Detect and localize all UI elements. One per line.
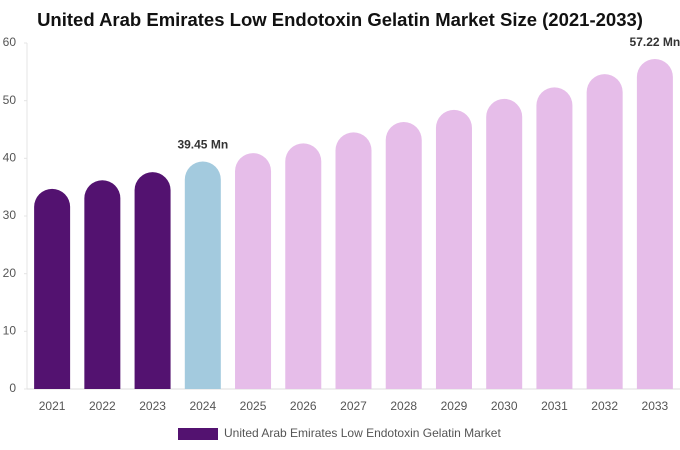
x-tick-label: 2021 — [39, 399, 66, 413]
bar — [34, 188, 71, 389]
x-tick-label: 2032 — [591, 399, 618, 413]
bar — [184, 161, 221, 389]
bar — [335, 132, 372, 389]
y-tick-label: 0 — [9, 381, 16, 395]
bar — [84, 180, 121, 389]
bar — [536, 87, 573, 390]
y-tick-label: 50 — [3, 93, 17, 107]
bar — [285, 143, 322, 389]
x-tick-label: 2022 — [89, 399, 116, 413]
x-tick-label: 2031 — [541, 399, 568, 413]
bar — [586, 74, 623, 389]
y-tick-label: 10 — [3, 324, 17, 338]
x-tick-label: 2025 — [240, 399, 267, 413]
bar — [636, 59, 673, 389]
legend-swatch — [178, 428, 218, 440]
x-tick-label: 2023 — [139, 399, 166, 413]
y-tick-label: 30 — [3, 208, 17, 222]
bar — [134, 172, 171, 389]
x-tick-label: 2033 — [642, 399, 669, 413]
bar — [486, 98, 523, 389]
x-tick-label: 2024 — [189, 399, 216, 413]
chart-title: United Arab Emirates Low Endotoxin Gelat… — [37, 9, 643, 30]
x-tick-label: 2028 — [390, 399, 417, 413]
legend-label: United Arab Emirates Low Endotoxin Gelat… — [224, 426, 501, 440]
x-tick-label: 2027 — [340, 399, 367, 413]
x-tick-label: 2029 — [441, 399, 468, 413]
y-tick-label: 40 — [3, 151, 17, 165]
value-label: 57.22 Mn — [630, 35, 680, 49]
y-tick-label: 20 — [3, 266, 17, 280]
bar — [385, 122, 422, 389]
x-tick-label: 2030 — [491, 399, 518, 413]
bar — [235, 153, 272, 389]
value-label: 39.45 Mn — [177, 138, 228, 152]
y-tick-label: 60 — [3, 35, 17, 49]
x-tick-label: 2026 — [290, 399, 317, 413]
bar — [435, 109, 472, 389]
